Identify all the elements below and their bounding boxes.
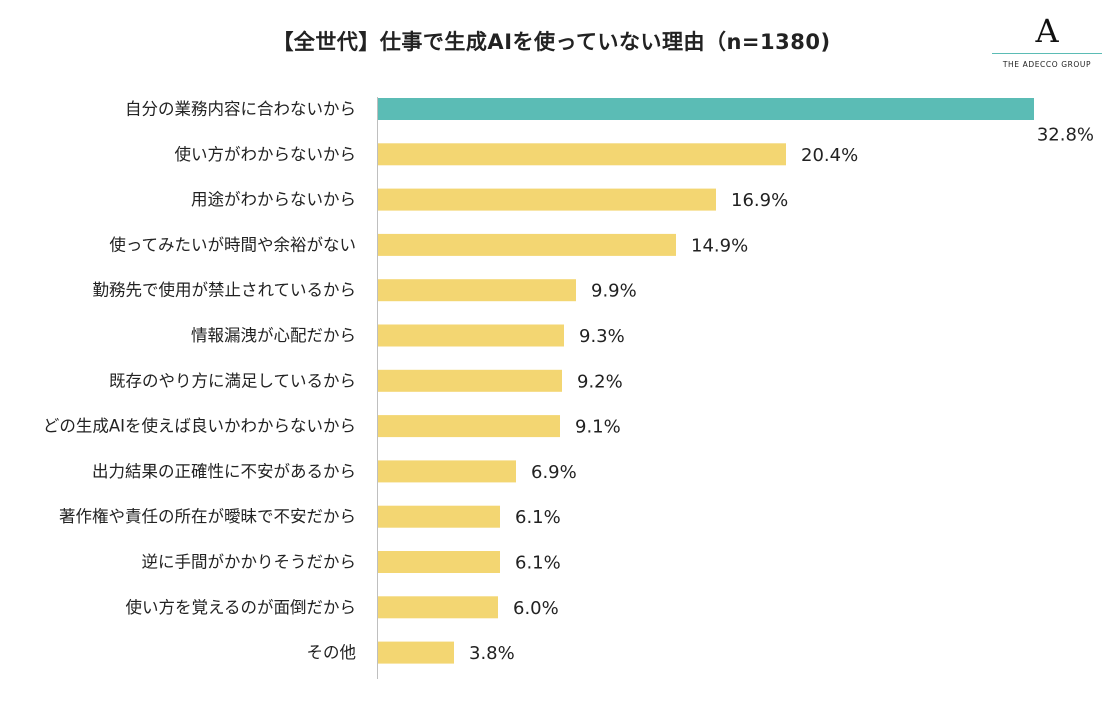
bar [378, 505, 500, 528]
category-label: 逆に手間がかかりそうだから [142, 553, 357, 572]
bar [378, 233, 676, 256]
bar [378, 596, 498, 619]
category-label: 著作権や責任の所在が曖昧で不安だから [59, 507, 356, 526]
data-label: 9.9% [591, 281, 637, 302]
bar [378, 369, 562, 392]
category-label: 出力結果の正確性に不安があるから [92, 462, 356, 481]
data-label: 9.2% [577, 371, 623, 392]
category-label: 使い方を覚えるのが面倒だから [125, 598, 356, 617]
bar-group: 自分の業務内容に合わないから 32.8% 使い方がわからないから 20.4% 用途がわか… [43, 98, 1094, 664]
logo-divider [992, 53, 1102, 54]
data-label: 32.8% [1037, 125, 1094, 146]
category-label: 使ってみたいが時間や余裕がない [109, 235, 356, 254]
adecco-logo: A THE ADECCO GROUP [992, 14, 1102, 72]
bar [378, 188, 716, 211]
bar [378, 324, 564, 347]
category-label: 勤務先で使用が禁止されているから [92, 281, 356, 300]
data-label: 6.9% [531, 462, 577, 483]
bar [378, 460, 516, 483]
category-label: 使い方がわからないから [175, 145, 357, 164]
bar [378, 551, 500, 573]
data-label: 20.4% [801, 145, 858, 166]
data-label: 6.1% [515, 507, 561, 528]
data-label: 6.0% [513, 598, 559, 619]
category-label: その他 [307, 643, 357, 662]
adecco-logo-text: THE ADECCO GROUP [1002, 60, 1092, 69]
data-label: 6.1% [515, 553, 561, 574]
data-label: 9.1% [575, 417, 621, 438]
data-label: 9.3% [579, 326, 625, 347]
chart-title: 【全世代】仕事で生成AIを使っていない理由（n=1380) [272, 30, 831, 54]
category-label: 用途がわからないから [191, 190, 356, 209]
bar [378, 415, 560, 438]
category-label: 自分の業務内容に合わないから [125, 100, 356, 119]
bar [378, 143, 786, 166]
bar [378, 98, 1034, 120]
data-label: 14.9% [691, 235, 748, 256]
category-label: どの生成AIを使えば良いかわからないから [43, 417, 356, 436]
adecco-logo-mark: A [1035, 12, 1059, 50]
bar [378, 641, 454, 664]
bar [378, 279, 576, 302]
category-label: 既存のやり方に満足しているから [109, 371, 356, 390]
category-label: 情報漏洩が心配だから [191, 326, 356, 345]
data-label: 3.8% [469, 643, 515, 664]
data-label: 16.9% [731, 190, 788, 211]
